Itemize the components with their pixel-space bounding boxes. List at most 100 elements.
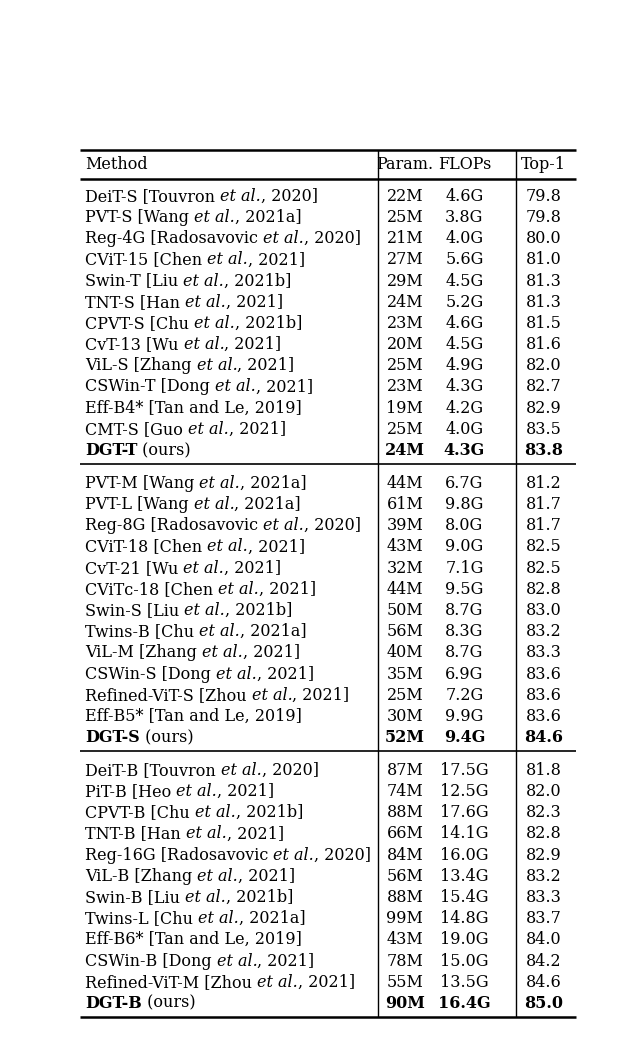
Text: Swin-S [Liu: Swin-S [Liu <box>85 602 184 619</box>
Text: 7.1G: 7.1G <box>445 560 484 577</box>
Text: 9.5G: 9.5G <box>445 581 484 598</box>
Text: et al.: et al. <box>220 188 261 205</box>
Text: et al.: et al. <box>184 336 225 353</box>
Text: et al.: et al. <box>194 496 234 513</box>
Text: 8.7G: 8.7G <box>445 602 484 619</box>
Text: 88M: 88M <box>387 804 423 821</box>
Text: 81.5: 81.5 <box>526 315 562 332</box>
Text: 15.4G: 15.4G <box>440 889 489 906</box>
Text: Reg-16G [Radosavovic: Reg-16G [Radosavovic <box>85 846 273 863</box>
Text: Refined-ViT-S [Zhou: Refined-ViT-S [Zhou <box>85 687 252 704</box>
Text: , 2020]: , 2020] <box>304 517 361 534</box>
Text: et al.: et al. <box>184 602 225 619</box>
Text: 52M: 52M <box>385 729 425 746</box>
Text: PiT-B [Heo: PiT-B [Heo <box>85 783 177 800</box>
Text: , 2021]: , 2021] <box>217 783 274 800</box>
Text: Param.: Param. <box>376 157 433 174</box>
Text: 24M: 24M <box>387 294 423 311</box>
Text: 82.0: 82.0 <box>526 358 561 375</box>
Text: 9.8G: 9.8G <box>445 496 484 513</box>
Text: 44M: 44M <box>387 475 423 492</box>
Text: 17.5G: 17.5G <box>440 762 489 779</box>
Text: et al.: et al. <box>184 560 224 577</box>
Text: , 2021]: , 2021] <box>227 825 284 842</box>
Text: 84.6: 84.6 <box>526 973 562 990</box>
Text: ViL-S [Zhang: ViL-S [Zhang <box>85 358 196 375</box>
Text: et al.: et al. <box>197 868 238 884</box>
Text: 4.6G: 4.6G <box>445 188 484 205</box>
Text: 39M: 39M <box>387 517 423 534</box>
Text: , 2021]: , 2021] <box>257 952 315 969</box>
Text: et al.: et al. <box>194 209 235 226</box>
Text: 56M: 56M <box>387 868 423 884</box>
Text: 90M: 90M <box>385 995 425 1011</box>
Text: 17.6G: 17.6G <box>440 804 489 821</box>
Text: 82.0: 82.0 <box>526 783 561 800</box>
Text: CvT-21 [Wu: CvT-21 [Wu <box>85 560 184 577</box>
Text: CViT-15 [Chen: CViT-15 [Chen <box>85 252 207 269</box>
Text: 82.5: 82.5 <box>526 539 562 555</box>
Text: , 2021a]: , 2021a] <box>239 910 305 927</box>
Text: CPVT-B [Chu: CPVT-B [Chu <box>85 804 195 821</box>
Text: 80.0: 80.0 <box>526 231 561 248</box>
Text: 35M: 35M <box>387 665 423 682</box>
Text: 79.8: 79.8 <box>526 209 562 226</box>
Text: 27M: 27M <box>387 252 423 269</box>
Text: 19M: 19M <box>387 400 423 417</box>
Text: 82.7: 82.7 <box>526 379 562 396</box>
Text: DeiT-B [Touvron: DeiT-B [Touvron <box>85 762 221 779</box>
Text: et al.: et al. <box>195 804 236 821</box>
Text: et al.: et al. <box>202 644 243 661</box>
Text: 21M: 21M <box>387 231 423 248</box>
Text: , 2021b]: , 2021b] <box>226 889 293 906</box>
Text: , 2021]: , 2021] <box>237 358 294 375</box>
Text: 83.6: 83.6 <box>526 687 562 704</box>
Text: , 2021a]: , 2021a] <box>234 496 301 513</box>
Text: 23M: 23M <box>387 379 423 396</box>
Text: , 2021]: , 2021] <box>243 644 300 661</box>
Text: 74M: 74M <box>387 783 423 800</box>
Text: 8.3G: 8.3G <box>445 623 484 640</box>
Text: et al.: et al. <box>221 762 262 779</box>
Text: 25M: 25M <box>387 421 423 438</box>
Text: 85.0: 85.0 <box>524 995 563 1011</box>
Text: 14.8G: 14.8G <box>440 910 489 927</box>
Text: et al.: et al. <box>200 475 240 492</box>
Text: et al.: et al. <box>207 539 248 555</box>
Text: Swin-B [Liu: Swin-B [Liu <box>85 889 185 906</box>
Text: , 2021]: , 2021] <box>256 379 313 396</box>
Text: 82.8: 82.8 <box>526 825 562 842</box>
Text: 20M: 20M <box>387 336 423 353</box>
Text: 40M: 40M <box>387 644 423 661</box>
Text: 83.6: 83.6 <box>526 665 562 682</box>
Text: 25M: 25M <box>387 209 423 226</box>
Text: 83.3: 83.3 <box>526 889 562 906</box>
Text: 30M: 30M <box>387 708 423 725</box>
Text: CvT-13 [Wu: CvT-13 [Wu <box>85 336 184 353</box>
Text: et al.: et al. <box>186 825 227 842</box>
Text: et al.: et al. <box>218 581 259 598</box>
Text: 56M: 56M <box>387 623 423 640</box>
Text: 16.0G: 16.0G <box>440 846 489 863</box>
Text: , 2020]: , 2020] <box>314 846 371 863</box>
Text: DGT-B: DGT-B <box>85 995 141 1011</box>
Text: 25M: 25M <box>387 358 423 375</box>
Text: 83.5: 83.5 <box>526 421 562 438</box>
Text: , 2020]: , 2020] <box>261 188 318 205</box>
Text: 83.7: 83.7 <box>526 910 562 927</box>
Text: Method: Method <box>85 157 148 174</box>
Text: CViTᴄ-18 [Chen: CViTᴄ-18 [Chen <box>85 581 218 598</box>
Text: 81.7: 81.7 <box>526 496 562 513</box>
Text: 9.9G: 9.9G <box>445 708 484 725</box>
Text: 43M: 43M <box>387 931 423 948</box>
Text: 83.8: 83.8 <box>524 442 563 459</box>
Text: 4.0G: 4.0G <box>445 231 483 248</box>
Text: 5.6G: 5.6G <box>445 252 484 269</box>
Text: CSWin-B [Dong: CSWin-B [Dong <box>85 952 217 969</box>
Text: , 2021b]: , 2021b] <box>224 273 291 290</box>
Text: 19.0G: 19.0G <box>440 931 489 948</box>
Text: 84M: 84M <box>387 846 423 863</box>
Text: PVT-L [Wang: PVT-L [Wang <box>85 496 194 513</box>
Text: 15.0G: 15.0G <box>440 952 489 969</box>
Text: 83.0: 83.0 <box>526 602 562 619</box>
